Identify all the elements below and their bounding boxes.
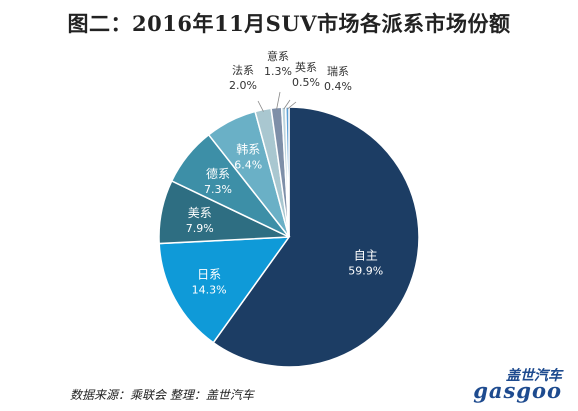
slice-value-日系: 14.3% xyxy=(192,284,227,297)
leader-line-瑞系 xyxy=(287,101,297,110)
pie-slice-瑞系 xyxy=(284,106,290,238)
data-source-note: 数据来源：乘联会 整理：盖世汽车 xyxy=(70,388,254,402)
leader-line-英系 xyxy=(283,99,291,110)
slice-value-瑞系: 0.4% xyxy=(324,80,352,93)
slice-value-英系: 0.5% xyxy=(292,76,320,89)
gasgoo-logo: 盖世汽车 gasgoo xyxy=(452,365,562,403)
leader-line-意系 xyxy=(276,91,281,110)
slice-value-法系: 2.0% xyxy=(229,79,257,92)
slice-label-日系: 日系 xyxy=(197,268,221,282)
slice-label-法系: 法系 xyxy=(232,63,254,77)
slice-label-英系: 英系 xyxy=(295,60,317,74)
slice-label-德系: 德系 xyxy=(206,166,230,181)
logo-english-text: gasgoo xyxy=(473,378,562,403)
pie-slice-自主 xyxy=(212,106,420,368)
slice-label-瑞系: 瑞系 xyxy=(327,64,349,78)
leader-line-法系 xyxy=(257,100,264,112)
slice-value-意系: 1.3% xyxy=(264,65,292,78)
slice-label-韩系: 韩系 xyxy=(236,142,260,157)
slice-label-自主: 自主 xyxy=(354,249,378,263)
logo-chinese-text: 盖世汽车 xyxy=(506,368,562,384)
slice-label-美系: 美系 xyxy=(188,206,212,220)
slice-value-自主: 59.9% xyxy=(348,265,383,278)
slice-label-意系: 意系 xyxy=(267,49,289,63)
slice-value-美系: 7.9% xyxy=(186,222,214,235)
chart-title: 图二：2016年11月SUV市场各派系市场份额 xyxy=(67,11,511,36)
pie-slices xyxy=(158,106,420,368)
slice-labels: 自主 59.9% 日系 14.3% 美系 7.9% 德系 7.3% 韩系 6.4% 法系 2.0% 意系… xyxy=(186,49,383,297)
slice-value-德系: 7.3% xyxy=(204,183,232,196)
pie-slice-日系 xyxy=(158,236,291,344)
slice-value-韩系: 6.4% xyxy=(234,159,262,172)
